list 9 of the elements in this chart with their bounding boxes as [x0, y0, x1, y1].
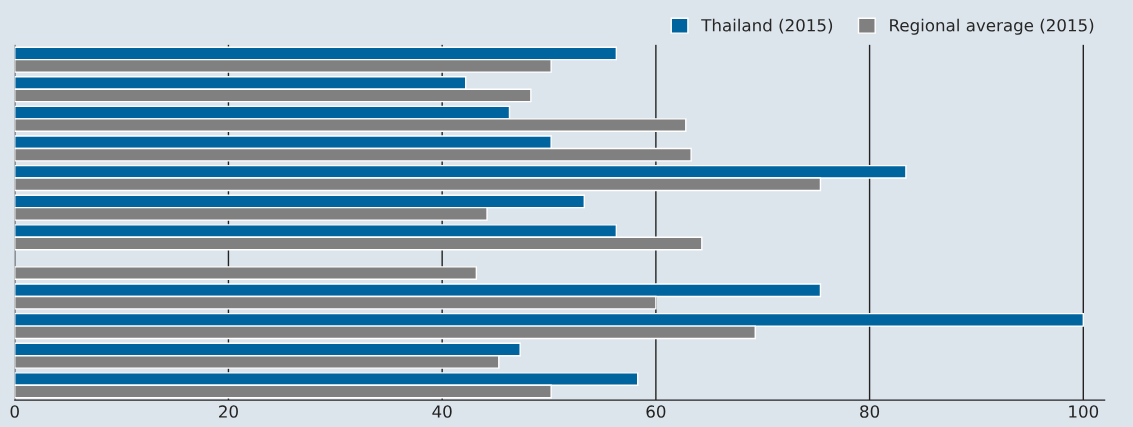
bar [14, 266, 478, 281]
x-tick-label: 40 [432, 405, 452, 418]
legend-label: Regional average (2015) [890, 18, 1094, 35]
x-tick-label: 60 [646, 405, 666, 418]
x-tick-label: 20 [219, 405, 238, 418]
x-tick-label: 80 [860, 405, 880, 418]
x-tick-label: 0 [10, 405, 19, 418]
x-tick-label: 100 [1069, 405, 1099, 418]
legend-label: Thailand (2015) [701, 18, 833, 34]
